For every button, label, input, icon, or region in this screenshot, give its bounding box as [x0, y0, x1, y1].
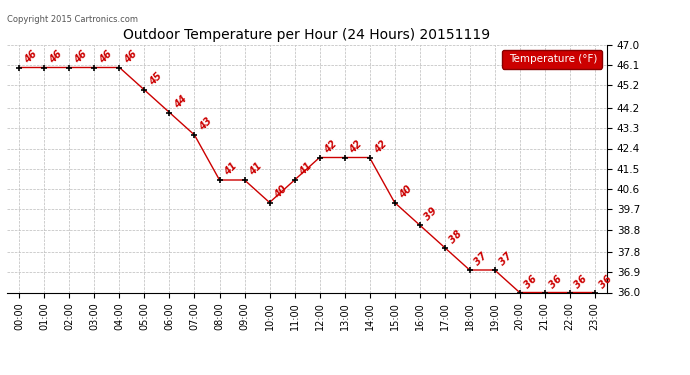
- Text: 46: 46: [72, 49, 89, 65]
- Text: 42: 42: [322, 139, 339, 155]
- Text: 40: 40: [397, 184, 414, 200]
- Text: 41: 41: [222, 161, 239, 178]
- Text: 41: 41: [247, 161, 264, 178]
- Legend: Temperature (°F): Temperature (°F): [502, 50, 602, 69]
- Text: 42: 42: [347, 139, 364, 155]
- Text: 46: 46: [47, 49, 63, 65]
- Text: 36: 36: [598, 274, 614, 290]
- Text: 36: 36: [522, 274, 539, 290]
- Text: 37: 37: [473, 251, 489, 268]
- Text: 45: 45: [147, 71, 164, 88]
- Text: 36: 36: [573, 274, 589, 290]
- Text: 43: 43: [197, 116, 214, 133]
- Title: Outdoor Temperature per Hour (24 Hours) 20151119: Outdoor Temperature per Hour (24 Hours) …: [124, 28, 491, 42]
- Text: 46: 46: [122, 49, 139, 65]
- Text: 46: 46: [22, 49, 39, 65]
- Text: 46: 46: [97, 49, 114, 65]
- Text: Copyright 2015 Cartronics.com: Copyright 2015 Cartronics.com: [7, 15, 138, 24]
- Text: 38: 38: [447, 229, 464, 245]
- Text: 41: 41: [297, 161, 314, 178]
- Text: 40: 40: [273, 184, 289, 200]
- Text: 42: 42: [373, 139, 389, 155]
- Text: 44: 44: [172, 94, 189, 110]
- Text: 37: 37: [497, 251, 514, 268]
- Text: 36: 36: [547, 274, 564, 290]
- Text: 39: 39: [422, 206, 439, 223]
